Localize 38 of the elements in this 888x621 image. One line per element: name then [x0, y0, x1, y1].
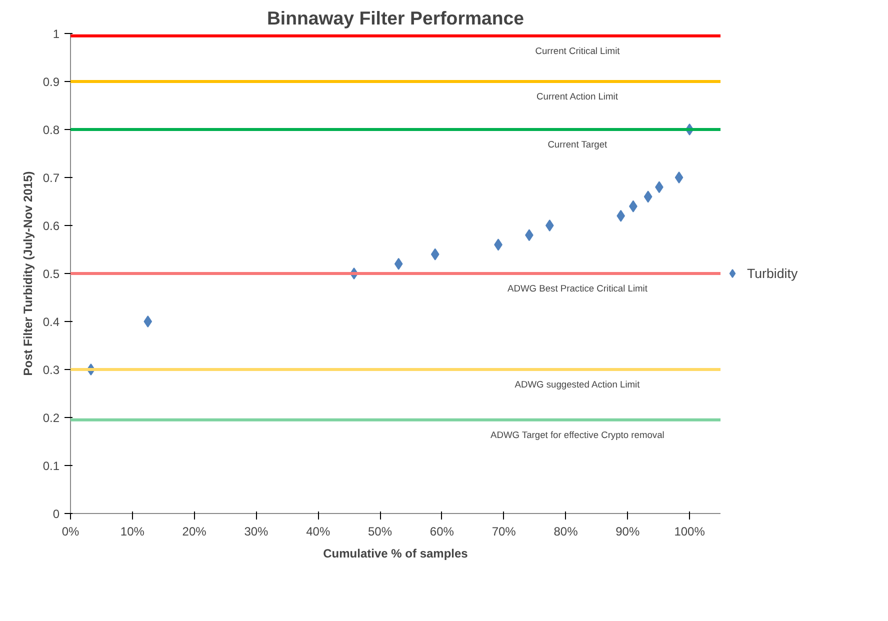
y-tick-label: 0 [52, 507, 60, 521]
y-tick-label: 0.3 [42, 363, 60, 377]
ref-line-label: Current Target [548, 140, 608, 150]
point [545, 220, 554, 232]
y-axis-title: Post Filter Turbidity (July-Nov 2015) [20, 171, 35, 376]
y-tick-label: 0.5 [42, 267, 60, 281]
x-tick-label: 100% [674, 524, 706, 538]
y-tick-label: 0.6 [42, 219, 60, 233]
x-tick-label: 10% [120, 524, 145, 538]
y-tick-label: 1 [52, 27, 60, 41]
point [394, 258, 403, 270]
legend-label: Turbidity [747, 266, 798, 280]
point [644, 190, 652, 203]
chart-title: Binnaway Filter Performance [266, 8, 524, 28]
point [144, 316, 152, 328]
x-tick-label: 20% [182, 524, 207, 538]
x-tick-label: 0% [62, 524, 80, 538]
y-tick-label: 0.1 [42, 459, 60, 473]
ref-line-label: Current Critical Limit [535, 46, 620, 56]
y-tick-label: 0.4 [42, 315, 60, 329]
x-tick-label: 60% [430, 524, 454, 538]
ref-line-label: ADWG Target for effective Crypto removal [490, 430, 664, 440]
point [430, 248, 440, 260]
y-tick-label: 0.2 [42, 411, 60, 425]
x-tick-label: 40% [306, 524, 330, 538]
point [674, 172, 684, 184]
ref-line-label: Current Action Limit [536, 92, 618, 102]
y-tick-label: 0.9 [42, 75, 60, 89]
x-tick-label: 30% [244, 524, 269, 538]
x-tick-label: 70% [492, 524, 516, 538]
x-axis-title: Cumulative % of samples [323, 546, 468, 560]
ref-line-label: ADWG suggested Action Limit [514, 380, 640, 390]
x-tick-label: 90% [616, 524, 640, 538]
y-tick-label: 0.7 [42, 171, 60, 185]
ref-line-label: ADWG Best Practice Critical Limit [508, 284, 648, 294]
x-tick-label: 80% [554, 524, 578, 538]
x-tick-label: 50% [368, 524, 392, 538]
y-tick-label: 0.8 [42, 123, 60, 137]
